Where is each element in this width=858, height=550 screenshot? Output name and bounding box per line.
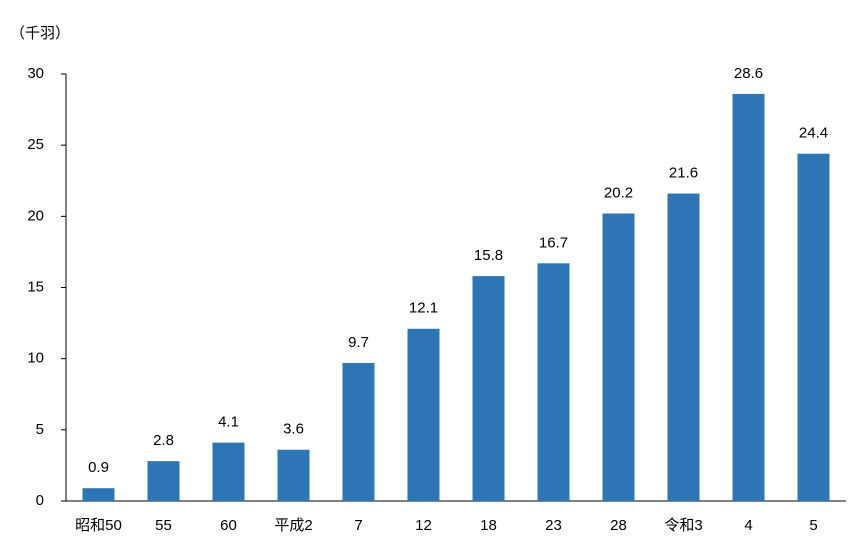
value-label: 24.4: [799, 125, 828, 142]
value-label: 0.9: [88, 459, 109, 476]
bar: [82, 488, 115, 501]
bar: [277, 449, 310, 501]
x-tick-label: 4: [744, 517, 752, 534]
bar: [147, 461, 180, 501]
x-tick-label: 令和3: [664, 517, 702, 534]
value-label: 21.6: [669, 165, 698, 182]
bar: [407, 328, 440, 501]
value-label: 16.7: [539, 234, 568, 251]
value-label: 12.1: [409, 300, 438, 317]
y-tick-label: 30: [27, 65, 44, 82]
bar: [212, 442, 245, 501]
value-label: 3.6: [283, 421, 304, 438]
bar: [732, 93, 765, 501]
x-tick-label: 28: [610, 517, 627, 534]
y-tick-label: 25: [27, 136, 44, 153]
y-axis-label: （千羽）: [10, 25, 70, 42]
x-tick-label: 55: [155, 517, 172, 534]
bar: [537, 263, 570, 501]
x-tick-label: 昭和50: [75, 517, 122, 534]
x-tick-label: 7: [354, 517, 362, 534]
x-tick-label: 18: [480, 517, 497, 534]
x-tick-label: 23: [545, 517, 562, 534]
bar: [602, 213, 635, 501]
bar: [797, 153, 830, 501]
x-tick-label: 12: [415, 517, 432, 534]
y-tick-label: 20: [27, 207, 44, 224]
bar: [667, 193, 700, 501]
bar: [342, 362, 375, 501]
x-tick-label: 平成2: [274, 517, 312, 534]
value-label: 9.7: [348, 334, 369, 351]
bar: [472, 276, 505, 501]
x-tick-label: 60: [220, 517, 237, 534]
value-label: 2.8: [153, 432, 174, 449]
x-tick-label: 5: [809, 517, 817, 534]
y-tick-label: 15: [27, 278, 44, 295]
value-label: 28.6: [734, 65, 763, 82]
value-label: 4.1: [218, 414, 239, 431]
y-tick-label: 0: [36, 492, 44, 509]
value-label: 15.8: [474, 247, 503, 264]
y-tick-label: 10: [27, 350, 44, 367]
value-label: 20.2: [604, 184, 633, 201]
y-tick-label: 5: [36, 421, 44, 438]
